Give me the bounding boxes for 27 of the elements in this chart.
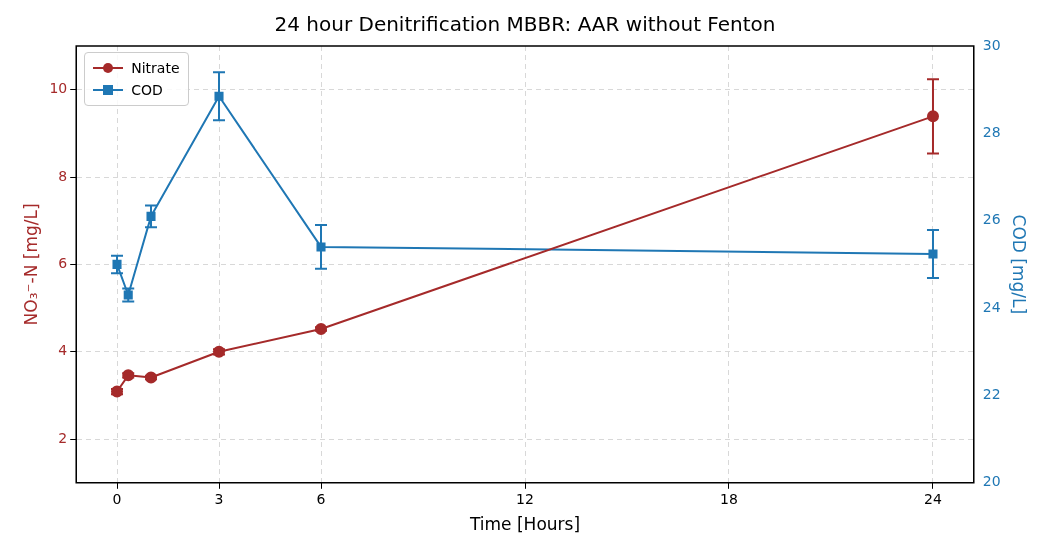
chart-title: 24 hour Denitrification MBBR: AAR without Fenton — [274, 12, 776, 37]
point — [214, 91, 224, 101]
y-tick-label: 4 — [58, 342, 68, 359]
point — [146, 211, 156, 221]
x-tick-label: 3 — [214, 490, 224, 507]
y-tick-label: 2 — [58, 429, 68, 446]
x-tick-label: 24 — [924, 490, 942, 507]
y-tick-label: 6 — [58, 255, 68, 272]
point — [316, 242, 326, 252]
legend-label: Nitrate — [131, 60, 180, 76]
x-tick-label: 6 — [316, 490, 326, 507]
point — [928, 249, 938, 259]
y-tick-label: 8 — [58, 167, 68, 184]
y2-tick-label: 28 — [982, 124, 1001, 140]
x-axis-title: Time [Hours] — [468, 514, 581, 535]
y-tick-label: 10 — [49, 80, 68, 97]
y-axis-title: NO₃⁻-N [mg/L] — [20, 203, 41, 326]
x-tick-label: 0 — [112, 490, 122, 507]
y2-tick-label: 24 — [982, 298, 1001, 315]
y2-tick-label: 22 — [982, 386, 1001, 403]
y2-tick-label: 20 — [982, 473, 1001, 490]
x-tick-label: 18 — [720, 490, 738, 507]
y2-tick-label: 30 — [982, 36, 1001, 53]
x-tick-label: 12 — [516, 490, 534, 507]
legend-label: COD — [131, 82, 163, 98]
y2-axis-title: COD [mg/L] — [1009, 214, 1030, 315]
y2-tick-label: 26 — [982, 211, 1001, 228]
